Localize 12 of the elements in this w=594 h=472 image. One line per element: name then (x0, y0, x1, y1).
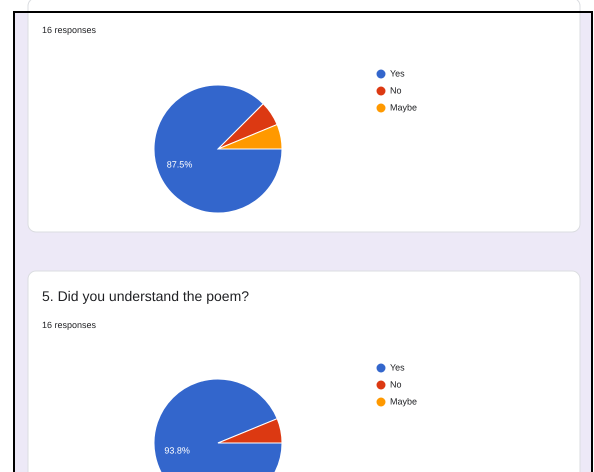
data-label: 93.8% (164, 445, 190, 456)
text: 16 responses (42, 320, 97, 330)
legend-label: Maybe (390, 396, 418, 406)
legend-label: Yes (390, 362, 406, 372)
chart-title: 5. Did you understand the poem? (42, 288, 250, 304)
text: 16 responses (42, 25, 97, 35)
legend-label: No (390, 85, 402, 96)
pie-slice (154, 84, 282, 214)
data-label: 87.5% (166, 159, 192, 170)
legend-label: Maybe (390, 102, 418, 112)
legend-label: No (390, 379, 402, 390)
legend-label: Yes (390, 68, 406, 78)
